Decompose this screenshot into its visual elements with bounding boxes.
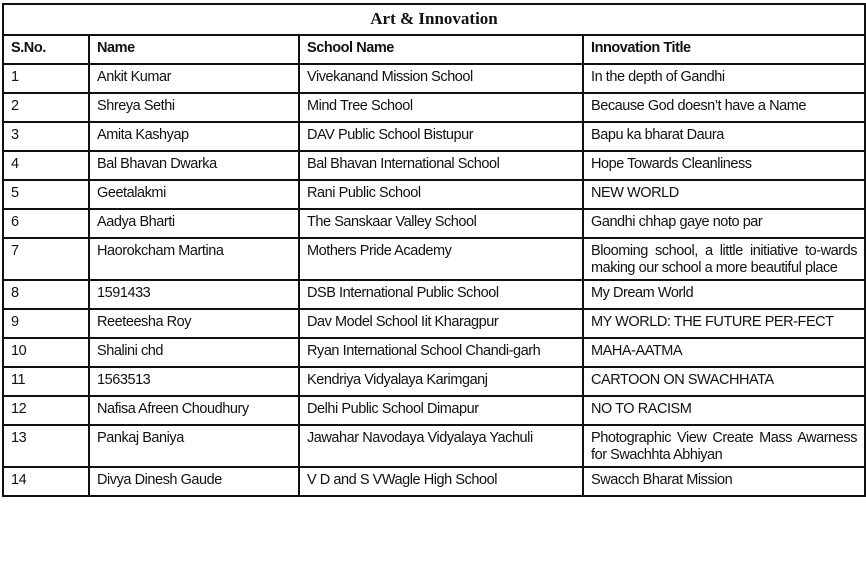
cell-name: 1563513 — [88, 366, 300, 397]
cell-sno: 5 — [2, 179, 90, 210]
cell-sno: 11 — [2, 366, 90, 397]
cell-name: Bal Bhavan Dwarka — [88, 150, 300, 181]
cell-school-name: Bal Bhavan International School — [298, 150, 584, 181]
cell-innovation-title: MAHA-AATMA — [581, 337, 866, 368]
cell-innovation-title: NO TO RACISM — [581, 395, 866, 426]
table-row: 14 Divya Dinesh Gaude V D and S VWagle Hig… — [2, 466, 866, 497]
cell-innovation-title: Gandhi chhap gaye noto par — [581, 208, 866, 239]
table-row: 10 Shalini chd Ryan International School C… — [2, 337, 866, 368]
cell-innovation-title: Hope Towards Cleanliness — [581, 150, 866, 181]
cell-sno: 12 — [2, 395, 90, 426]
table-row: 2 Shreya Sethi Mind Tree School Because God… — [2, 92, 866, 123]
cell-innovation-title: MY WORLD: THE FUTURE PER-FECT — [581, 308, 866, 339]
art-innovation-table: Art & Innovation S.No. Name School Name … — [1, 3, 866, 497]
cell-name: Nafisa Afreen Choudhury — [88, 395, 300, 426]
header-innovation-title: Innovation Title — [581, 34, 866, 65]
table-row: 6 Aadya Bharti The Sanskaar Valley School G… — [2, 208, 866, 239]
cell-school-name: Mothers Pride Academy — [298, 237, 584, 281]
cell-sno: 6 — [2, 208, 90, 239]
cell-name: Amita Kashyap — [88, 121, 300, 152]
table-title: Art & Innovation — [1, 3, 866, 36]
header-name: Name — [88, 34, 300, 65]
cell-sno: 8 — [2, 279, 90, 310]
cell-name: Reeteesha Roy — [88, 308, 300, 339]
cell-school-name: Vivekanand Mission School — [298, 63, 584, 94]
cell-innovation-title: NEW WORLD — [581, 179, 866, 210]
cell-sno: 1 — [2, 63, 90, 94]
cell-innovation-title: Blooming school, a little initiative to-… — [581, 237, 866, 281]
cell-sno: 13 — [2, 424, 90, 468]
cell-school-name: Mind Tree School — [298, 92, 584, 123]
cell-sno: 4 — [2, 150, 90, 181]
cell-sno: 7 — [2, 237, 90, 281]
cell-name: Aadya Bharti — [88, 208, 300, 239]
cell-school-name: DAV Public School Bistupur — [298, 121, 584, 152]
cell-name: Haorokcham Martina — [88, 237, 300, 281]
cell-sno: 9 — [2, 308, 90, 339]
cell-name: Geetalakmi — [88, 179, 300, 210]
cell-innovation-title: Because God doesn’t have a Name — [581, 92, 866, 123]
cell-innovation-title: In the depth of Gandhi — [581, 63, 866, 94]
table-row: 12 Nafisa Afreen Choudhury Delhi Public Sc… — [2, 395, 866, 426]
cell-name: Shreya Sethi — [88, 92, 300, 123]
cell-school-name: V D and S VWagle High School — [298, 466, 584, 497]
header-row: S.No. Name School Name Innovation Title — [2, 34, 866, 65]
cell-school-name: Delhi Public School Dimapur — [298, 395, 584, 426]
header-sno: S.No. — [2, 34, 90, 65]
cell-name: Ankit Kumar — [88, 63, 300, 94]
table-row: 5 Geetalakmi Rani Public School NEW WORLD — [2, 179, 866, 210]
cell-school-name: The Sanskaar Valley School — [298, 208, 584, 239]
cell-school-name: Rani Public School — [298, 179, 584, 210]
cell-school-name: DSB International Public School — [298, 279, 584, 310]
cell-innovation-title: CARTOON ON SWACHHATA — [581, 366, 866, 397]
cell-name: Shalini chd — [88, 337, 300, 368]
cell-name: Divya Dinesh Gaude — [88, 466, 300, 497]
cell-sno: 3 — [2, 121, 90, 152]
table-row: 7 Haorokcham Martina Mothers Pride Academy… — [2, 237, 866, 281]
cell-innovation-title: Swacch Bharat Mission — [581, 466, 866, 497]
cell-innovation-title: Bapu ka bharat Daura — [581, 121, 866, 152]
table-row: 11 1563513 Kendriya Vidyalaya Karimganj CAR… — [2, 366, 866, 397]
cell-school-name: Ryan International School Chandi-garh — [298, 337, 584, 368]
table-row: 1 Ankit Kumar Vivekanand Mission School In … — [2, 63, 866, 94]
cell-sno: 10 — [2, 337, 90, 368]
table-row: 13 Pankaj Baniya Jawahar Navodaya Vidyalay… — [2, 424, 866, 468]
table-row: 4 Bal Bhavan Dwarka Bal Bhavan Internation… — [2, 150, 866, 181]
cell-name: Pankaj Baniya — [88, 424, 300, 468]
table-row: 3 Amita Kashyap DAV Public School Bistupur… — [2, 121, 866, 152]
cell-sno: 2 — [2, 92, 90, 123]
table-row: 8 1591433 DSB International Public School M… — [2, 279, 866, 310]
cell-school-name: Dav Model School Iit Kharagpur — [298, 308, 584, 339]
cell-innovation-title: Photographic View Create Mass Awarness f… — [581, 424, 866, 468]
table-row: 9 Reeteesha Roy Dav Model School Iit Khara… — [2, 308, 866, 339]
cell-school-name: Kendriya Vidyalaya Karimganj — [298, 366, 584, 397]
cell-name: 1591433 — [88, 279, 300, 310]
header-school-name: School Name — [298, 34, 584, 65]
cell-school-name: Jawahar Navodaya Vidyalaya Yachuli — [298, 424, 584, 468]
cell-innovation-title: My Dream World — [581, 279, 866, 310]
cell-sno: 14 — [2, 466, 90, 497]
